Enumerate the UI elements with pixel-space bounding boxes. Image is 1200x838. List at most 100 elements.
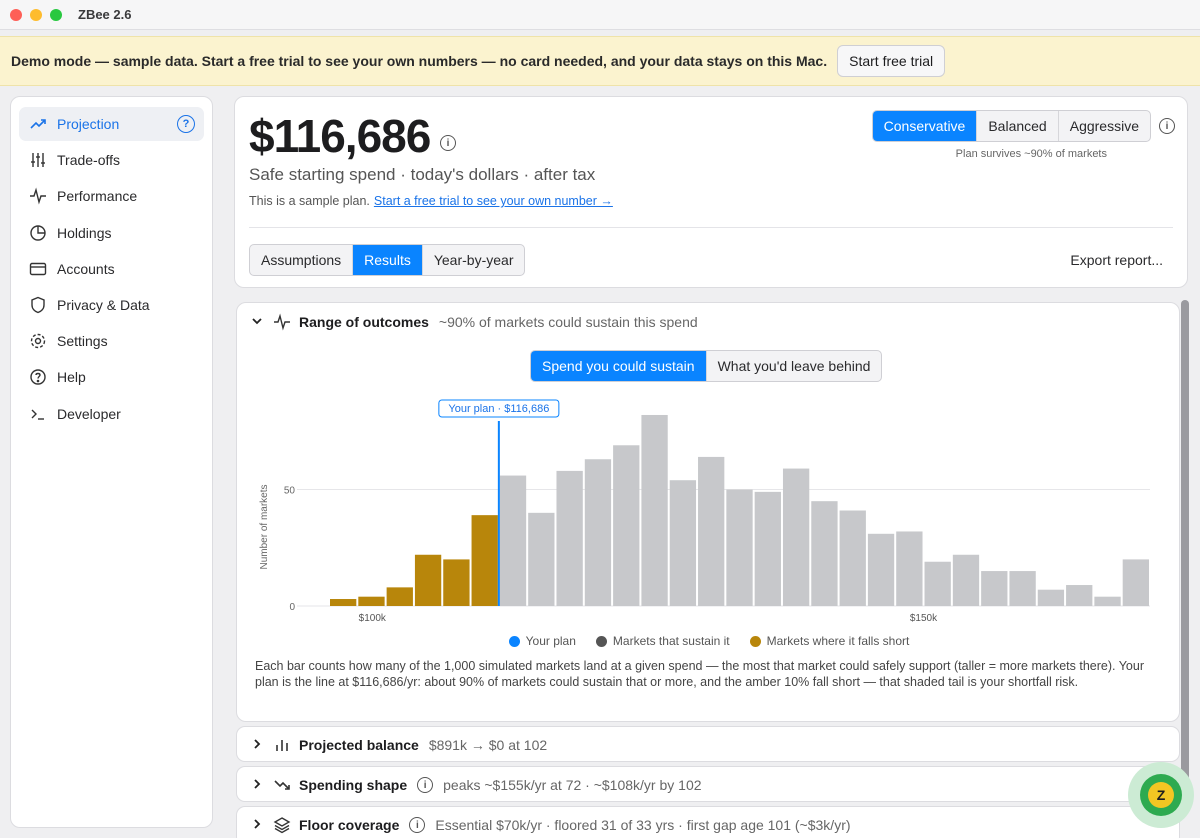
spend-sustain-button[interactable]: Spend you could sustain <box>531 351 707 381</box>
title-bar: ZBee 2.6 <box>0 0 1200 30</box>
legend-dot <box>508 635 520 647</box>
chevron-down-icon <box>251 315 265 330</box>
projection-help-icon[interactable]: ? <box>177 115 195 133</box>
histogram-bar <box>896 531 923 606</box>
section-summary: Essential $70k/yr · floored 31 of 33 yrs… <box>435 817 851 833</box>
assistant-ring: Z <box>1140 774 1182 816</box>
card-icon <box>29 260 47 278</box>
sidebar-item-label: Settings <box>57 333 108 350</box>
outcomes-histogram: 50 0 Number of markets Your plan · $116,… <box>237 393 1181 663</box>
export-report-button[interactable]: Export report... <box>1070 252 1163 268</box>
risk-aggressive-button[interactable]: Aggressive <box>1069 118 1139 134</box>
sidebar-item-developer[interactable]: Developer <box>19 397 204 431</box>
plan-summary-card: $116,686 i Safe starting spend · today's… <box>234 96 1188 288</box>
section-summary: $891k → $0 at 102 <box>428 737 548 753</box>
tab-year-by-year[interactable]: Year-by-year <box>433 252 514 268</box>
histogram-bar <box>443 559 470 606</box>
bee-icon: Z <box>1148 782 1174 808</box>
layers-icon <box>273 816 291 834</box>
minimize-window-button[interactable] <box>30 8 42 21</box>
sample-plan-note: This is a sample plan. Start a free trial… <box>249 194 613 208</box>
histogram-bar <box>613 445 640 606</box>
histogram-bar <box>924 561 951 606</box>
histogram-bar <box>1037 589 1065 606</box>
legend-label: Markets that sustain it <box>612 634 730 648</box>
your-plan-tag <box>438 399 560 418</box>
sidebar: Projection ? Trade-offs Performance Hold… <box>10 96 213 828</box>
zoom-window-button[interactable] <box>50 8 62 21</box>
risk-info-icon[interactable]: i <box>1159 118 1175 134</box>
tab-assumptions[interactable]: Assumptions <box>250 245 354 275</box>
section-title: Range of outcomes <box>299 314 429 330</box>
leave-behind-button[interactable]: What you'd leave behind <box>717 358 871 374</box>
histogram-bar <box>669 480 697 606</box>
y-tick-0: 0 <box>289 602 295 613</box>
floor-coverage-header[interactable]: Floor coverage i Essential $70k/yr · flo… <box>251 816 851 834</box>
y-tick-50: 50 <box>284 486 296 497</box>
safe-spend-subtitle: Safe starting spend · today's dollars · … <box>249 165 596 184</box>
x-tick-150k: $150k <box>910 613 938 624</box>
spending-shape-card[interactable]: Spending shape i peaks ~$155k/yr at 72 ·… <box>236 766 1180 802</box>
demo-banner: Demo mode — sample data. Start a free tr… <box>0 36 1200 86</box>
sidebar-item-settings[interactable]: Settings <box>19 324 204 358</box>
sidebar-item-performance[interactable]: Performance <box>19 179 204 213</box>
start-trial-link[interactable]: Start a free trial to see your own numbe… <box>373 194 613 208</box>
legend-your-plan: Your plan <box>508 634 576 648</box>
your-plan-label: Your plan · $116,686 <box>448 403 549 415</box>
histogram-bar <box>1094 596 1121 606</box>
assistant-button[interactable]: Z <box>1128 762 1194 828</box>
main-scrollbar[interactable] <box>1181 298 1189 838</box>
trend-down-icon <box>273 776 291 794</box>
sidebar-item-label: Accounts <box>57 260 115 277</box>
y-axis-label: Number of markets <box>259 484 270 569</box>
risk-balanced-button[interactable]: Balanced <box>977 111 1059 141</box>
info-icon[interactable]: i <box>409 817 426 833</box>
range-of-outcomes-header[interactable]: Range of outcomes ~90% of markets could … <box>251 313 698 331</box>
sidebar-item-label: Privacy & Data <box>57 296 150 313</box>
pie-icon <box>29 224 47 242</box>
sample-plan-text: This is a sample plan. <box>249 194 370 208</box>
sidebar-item-help[interactable]: Help <box>19 360 204 394</box>
floor-coverage-card[interactable]: Floor coverage i Essential $70k/yr · flo… <box>236 806 1180 838</box>
histogram-bar <box>330 599 357 606</box>
sidebar-item-projection[interactable]: Projection ? <box>19 107 204 141</box>
legend-dot <box>595 635 607 647</box>
chart-mode-toggle: Spend you could sustain What you'd leave… <box>530 350 883 382</box>
demo-banner-text: Demo mode — sample data. Start a free tr… <box>11 53 828 69</box>
histogram-bar <box>641 414 668 606</box>
info-icon[interactable]: i <box>417 777 434 793</box>
info-icon[interactable]: i <box>440 135 456 151</box>
histogram-bar <box>839 510 866 606</box>
start-trial-button[interactable]: Start free trial <box>837 45 946 77</box>
sidebar-item-label: Holdings <box>57 224 112 241</box>
sidebar-item-holdings[interactable]: Holdings <box>19 216 204 250</box>
tab-results[interactable]: Results <box>353 245 423 275</box>
sidebar-item-accounts[interactable]: Accounts <box>19 252 204 286</box>
sidebar-item-privacy[interactable]: Privacy & Data <box>19 288 204 322</box>
sidebar-item-label: Projection <box>57 116 120 132</box>
pulse-icon <box>273 313 291 331</box>
help-circle-icon <box>29 368 47 386</box>
scrollbar-thumb[interactable] <box>1181 300 1189 800</box>
bar-chart-icon <box>273 736 291 754</box>
spending-shape-header[interactable]: Spending shape i peaks ~$155k/yr at 72 ·… <box>251 776 702 794</box>
close-window-button[interactable] <box>10 8 22 21</box>
range-of-outcomes-card: Range of outcomes ~90% of markets could … <box>236 302 1180 722</box>
gear-icon <box>29 332 47 350</box>
risk-level-selector: Conservative Balanced Aggressive <box>871 110 1151 142</box>
histogram-bar <box>952 554 980 606</box>
histogram-bar <box>414 554 442 606</box>
projected-balance-card[interactable]: Projected balance $891k → $0 at 102 <box>236 726 1180 762</box>
legend-label: Markets where it falls short <box>766 634 910 648</box>
shield-icon <box>29 296 47 314</box>
chevron-right-icon <box>251 778 265 793</box>
terminal-icon <box>29 405 47 423</box>
risk-conservative-button[interactable]: Conservative <box>872 111 978 141</box>
app-title: ZBee 2.6 <box>78 7 132 22</box>
projected-balance-header[interactable]: Projected balance $891k → $0 at 102 <box>251 736 547 754</box>
sidebar-item-trade-offs[interactable]: Trade-offs <box>19 143 204 177</box>
section-summary: peaks ~$155k/yr at 72 · ~$108k/yr by 102 <box>443 777 702 793</box>
histogram-bar <box>499 475 527 606</box>
sidebar-item-label: Trade-offs <box>57 152 121 169</box>
risk-caption: Plan survives ~90% of markets <box>955 148 1107 160</box>
